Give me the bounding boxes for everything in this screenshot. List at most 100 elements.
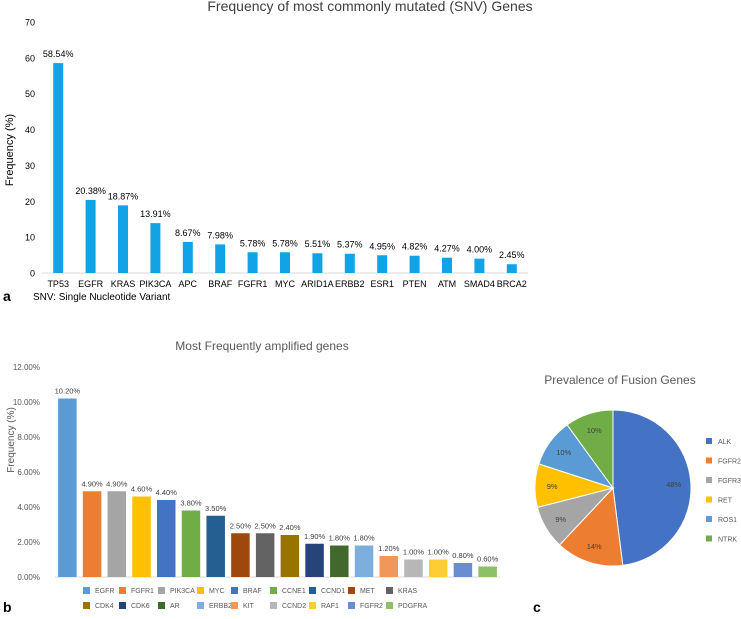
snv-data-label: 4.27%	[434, 244, 460, 254]
amplified-bar	[280, 535, 300, 577]
amplified-legend-label: KIT	[243, 603, 255, 610]
fusion-chart-title: Prevalence of Fusion Genes	[544, 373, 695, 387]
amplified-legend-swatch	[309, 587, 316, 594]
fusion-pie-slice	[558, 486, 624, 567]
amplified-data-label: 1.80%	[353, 534, 375, 543]
amplified-legend-swatch	[83, 587, 90, 594]
amplified-data-label: 1.20%	[378, 544, 400, 553]
fusion-legend-swatch	[706, 477, 712, 483]
snv-bar	[474, 258, 485, 273]
snv-x-tick-label: EGFR	[78, 279, 104, 289]
snv-data-label: 20.38%	[75, 186, 106, 196]
amplified-bar	[157, 500, 176, 577]
amplified-legend-swatch	[386, 587, 393, 594]
amplified-data-label: 1.00%	[428, 548, 450, 557]
snv-bar	[85, 199, 96, 273]
snv-footnote: SNV: Single Nucleotide Variant	[33, 292, 171, 303]
amplified-data-label: 1.00%	[403, 548, 425, 557]
amplified-data-label: 10.20%	[55, 387, 81, 396]
snv-data-label: 18.87%	[108, 191, 139, 201]
snv-x-tick-label: ESR1	[370, 279, 394, 289]
snv-x-tick-label: APC	[179, 279, 198, 289]
amplified-y-tick-label: 10.00%	[13, 398, 40, 407]
fusion-pie-slice	[566, 409, 614, 490]
amplified-bar	[255, 533, 275, 577]
snv-data-label: 5.51%	[305, 239, 331, 249]
snv-data-label: 4.82%	[402, 242, 428, 252]
amplified-chart-title: Most Frequently amplified genes	[175, 339, 348, 353]
snv-bar	[182, 241, 193, 273]
fusion-pie-slice	[612, 409, 692, 566]
snv-data-label: 13.91%	[140, 209, 171, 219]
snv-x-tick-label: PTEN	[403, 279, 427, 289]
amplified-data-label: 4.40%	[156, 488, 178, 497]
snv-y-tick-label: 70	[25, 18, 35, 28]
amplified-legend-label: CCND2	[282, 603, 306, 610]
snv-y-tick-label: 0	[30, 269, 35, 279]
snv-y-tick-label: 20	[25, 197, 35, 207]
amplified-y-tick-label: 2.00%	[17, 538, 40, 547]
amplified-data-label: 0.80%	[452, 551, 474, 560]
fusion-slice-label: 14%	[587, 542, 602, 551]
amplified-data-label: 2.40%	[279, 523, 301, 532]
amplified-legend-label: CCND1	[321, 588, 345, 595]
snv-x-tick-label: ARID1A	[301, 279, 334, 289]
amplified-legend-label: ERBB2	[209, 603, 232, 610]
snv-x-tick-label: MYC	[275, 279, 296, 289]
amplified-bar	[305, 543, 324, 577]
amplified-y-tick-label: 0.00%	[17, 573, 40, 582]
amplified-bar	[379, 556, 398, 577]
amplified-data-label: 4.90%	[106, 479, 128, 488]
amplified-bar	[453, 563, 473, 577]
fusion-legend-swatch	[706, 496, 712, 503]
snv-bar	[150, 223, 161, 273]
snv-y-tick-label: 30	[25, 161, 35, 171]
panel-label-a: a	[3, 288, 11, 304]
amplified-bar	[107, 491, 127, 577]
amplified-legend-swatch	[83, 602, 90, 609]
snv-bar	[118, 205, 128, 273]
amplified-legend-label: PIK3CA	[170, 588, 195, 595]
amplified-data-label: 3.50%	[205, 504, 227, 513]
amplified-legend-label: PDGFRA	[398, 603, 428, 610]
amplified-bar	[82, 491, 102, 577]
amplified-legend-label: MET	[360, 588, 376, 595]
amplified-data-label: 1.90%	[304, 532, 326, 541]
amplified-legend-swatch	[348, 587, 355, 594]
amplified-legend-label: FGFR1	[131, 588, 154, 595]
amplified-legend-swatch	[158, 587, 165, 594]
amplified-genes-chart: Most Frequently amplified genes Frequenc…	[6, 339, 500, 610]
amplified-y-tick-label: 8.00%	[17, 433, 40, 442]
fusion-slice-label: 9%	[555, 515, 566, 524]
amplified-data-label: 2.50%	[254, 521, 276, 530]
amplified-bar	[181, 510, 201, 577]
amplified-legend-label: FGFR2	[360, 603, 383, 610]
panel-label-b: b	[3, 599, 12, 615]
fusion-slice-label: 48%	[666, 480, 681, 489]
amplified-legend-swatch	[309, 602, 316, 609]
snv-data-label: 7.98%	[207, 230, 233, 240]
amplified-bar	[428, 559, 448, 577]
amplified-legend-label: RAF1	[321, 603, 339, 610]
amplified-legend-label: KRAS	[398, 588, 417, 595]
amplified-y-tick-label: 6.00%	[17, 468, 40, 477]
snv-x-tick-label: BRCA2	[497, 279, 527, 289]
amplified-legend-label: CDK4	[95, 603, 114, 610]
amplified-legend-swatch	[197, 587, 204, 594]
snv-bar	[215, 244, 226, 273]
snv-y-tick-label: 60	[25, 53, 35, 63]
panel-label-c: c	[533, 599, 541, 615]
amplified-data-label: 0.60%	[477, 555, 499, 564]
amplified-legend-swatch	[119, 602, 126, 609]
snv-bar	[409, 255, 420, 273]
amplified-bar	[330, 545, 349, 577]
snv-x-tick-label: PIK3CA	[139, 279, 171, 289]
snv-x-tick-label: KRAS	[111, 279, 136, 289]
snv-bar	[312, 253, 323, 273]
amplified-bar	[404, 559, 423, 577]
fusion-legend-label: ALK	[718, 439, 732, 446]
amplified-data-label: 1.80%	[329, 534, 351, 543]
fusion-legend-label: FGFR3	[718, 478, 741, 485]
fusion-legend-label: ROS1	[718, 517, 737, 524]
amplified-legend-label: CCNE1	[282, 588, 306, 595]
